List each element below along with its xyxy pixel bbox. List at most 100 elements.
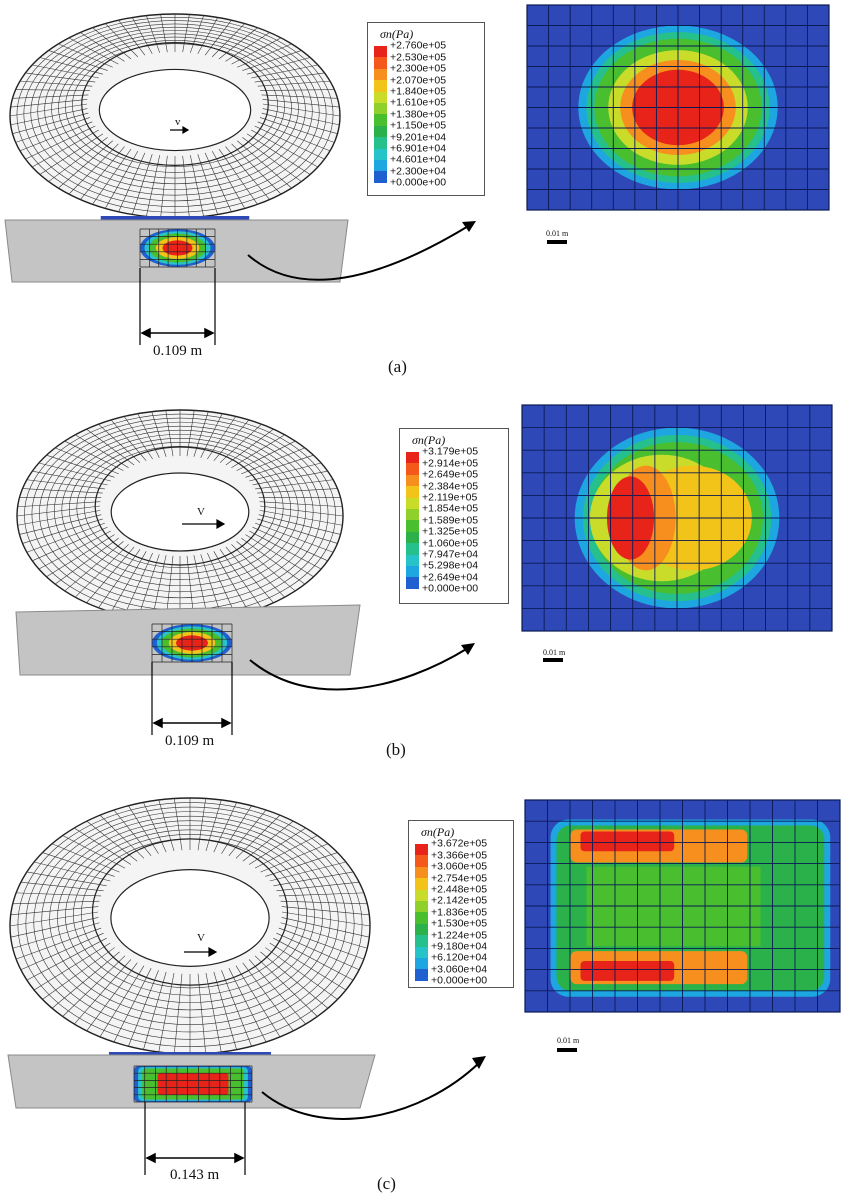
contour-band — [580, 831, 675, 852]
legend-swatch — [406, 463, 419, 475]
panel-c: V σn(Pa) +3.672e+05 +3.366e+05 +3.060e+05 +… — [0, 780, 850, 1194]
legend-swatch — [374, 102, 387, 115]
legend-tick-label: +2.754e+05 — [431, 871, 488, 884]
legend-swatch — [406, 497, 419, 509]
panel-c-graphics — [7, 797, 841, 1175]
legend-row: +0.000e+00 — [415, 975, 507, 992]
mesh-border — [526, 4, 830, 211]
tire-contact-base — [100, 216, 250, 221]
legend-tick-label: +1.224e+05 — [431, 928, 488, 941]
legend-swatch — [406, 565, 419, 578]
legend-row: +3.179e+05 — [406, 447, 502, 464]
legend-tick-label: +1.610e+05 — [390, 96, 447, 109]
velocity-arrow — [170, 125, 190, 135]
legend-swatch — [374, 148, 387, 160]
legend-swatch — [415, 855, 428, 867]
tire-model — [16, 409, 344, 625]
legend-tick-label: +3.060e+04 — [431, 963, 488, 976]
velocity-arrow — [182, 518, 226, 530]
legend-row: +6.120e+04 — [415, 953, 507, 970]
element-grid — [151, 623, 233, 663]
callout-arrowhead — [472, 1056, 486, 1069]
contact-pressure-map — [524, 799, 841, 1013]
legend-row: +9.180e+04 — [415, 941, 507, 958]
footprint-contour — [133, 1065, 253, 1103]
legend-tick-label: +2.300e+05 — [390, 62, 447, 75]
contour-band — [157, 1073, 229, 1095]
contact-pressure-map — [526, 4, 830, 211]
legend-tick-label: +2.142e+05 — [431, 894, 488, 907]
contact-width-label: 0.109 m — [153, 343, 203, 359]
tire-bore — [110, 869, 270, 967]
legend-tick-label: +4.601e+04 — [390, 153, 447, 166]
mesh-border — [521, 404, 833, 632]
legend-row: +1.530e+05 — [415, 918, 507, 936]
legend-row: +7.947e+04 — [406, 549, 502, 566]
legend-row: +1.060e+05 — [406, 538, 502, 555]
callout-arrow — [249, 647, 469, 691]
legend-swatch — [374, 57, 387, 69]
legend-row: +2.649e+04 — [406, 572, 502, 589]
legend-tick-label: +0.000e+00 — [431, 974, 488, 987]
legend-tick-label: +3.366e+05 — [431, 849, 488, 862]
tire-model — [9, 13, 341, 221]
legend-swatch — [415, 969, 428, 981]
legend-tick-label: +1.840e+05 — [390, 85, 447, 98]
legend-row: +3.672e+05 — [415, 839, 507, 856]
velocity-arrow — [184, 946, 218, 958]
legend-row: +2.070e+05 — [374, 75, 478, 92]
legend-row: +4.601e+04 — [374, 155, 478, 172]
legend-swatch — [374, 80, 387, 92]
legend-tick-label: +1.854e+05 — [422, 502, 479, 515]
legend-row: +9.201e+04 — [374, 132, 478, 149]
legend-scale: +3.179e+05 +2.914e+05 +2.649e+05 +2.384e+05… — [406, 447, 502, 600]
legend-tick-label: +2.300e+04 — [390, 165, 447, 178]
legend-row: +1.325e+05 — [406, 526, 502, 544]
legend-row: +2.300e+04 — [374, 166, 478, 183]
legend-row: +2.448e+05 — [415, 884, 507, 901]
legend-scale: +3.672e+05 +3.366e+05 +3.060e+05 +2.754e+05… — [415, 839, 507, 992]
legend-row: +1.380e+05 — [374, 109, 478, 126]
legend-tick-label: +2.760e+05 — [390, 39, 447, 52]
panel-a: v σn(Pa) +2.760e+05 +2.530e+05 +2.300e+05 +… — [0, 0, 850, 385]
legend-swatch — [406, 520, 419, 532]
legend-tick-label: +0.000e+00 — [390, 176, 447, 189]
scale-label: 0.01 m — [543, 648, 566, 657]
legend-row: +6.901e+04 — [374, 143, 478, 160]
scale-bar — [543, 658, 563, 662]
legend-row: +0.000e+00 — [406, 583, 502, 600]
legend-swatch — [406, 577, 419, 589]
panel-a-graphics — [4, 4, 830, 345]
legend-tick-label: +1.380e+05 — [390, 108, 447, 121]
scale-label: 0.01 m — [557, 1036, 580, 1045]
legend-row: +2.760e+05 — [374, 41, 478, 58]
legend-title: σn(Pa) — [380, 27, 414, 41]
tire-mesh — [9, 798, 371, 1054]
legend-row: +3.060e+04 — [415, 964, 507, 981]
legend-swatch — [374, 91, 387, 103]
legend-swatch — [415, 946, 428, 958]
legend-row: +1.854e+05 — [406, 504, 502, 521]
legend-row: +1.589e+05 — [406, 515, 502, 532]
scale-bar — [557, 1048, 577, 1052]
dimension-arrow — [152, 717, 232, 729]
contour-band — [580, 961, 675, 981]
velocity-label: v — [175, 116, 181, 128]
contact-width-label: 0.143 m — [170, 1167, 220, 1183]
legend-tick-label: +2.119e+05 — [422, 491, 478, 504]
legend-swatch — [415, 844, 428, 856]
panel-b: V σn(Pa) +3.179e+05 +2.914e+05 +2.649e+05 +… — [0, 390, 850, 775]
legend-scale: +2.760e+05 +2.530e+05 +2.300e+05 +2.070e+05… — [374, 41, 478, 194]
legend-swatch — [406, 474, 419, 487]
element-grid — [133, 1065, 253, 1103]
legend-row: +2.119e+05 — [406, 492, 502, 509]
legend-tick-label: +5.298e+04 — [422, 559, 479, 572]
legend-swatch — [406, 508, 419, 521]
legend-tick-label: +1.325e+05 — [422, 525, 479, 538]
legend-swatch — [415, 866, 428, 879]
legend-tick-label: +2.448e+05 — [431, 883, 488, 896]
legend-swatch — [374, 125, 387, 138]
legend-tick-label: +0.000e+00 — [422, 582, 479, 595]
legend-row: +1.836e+05 — [415, 907, 507, 924]
legend-swatch — [374, 171, 387, 183]
